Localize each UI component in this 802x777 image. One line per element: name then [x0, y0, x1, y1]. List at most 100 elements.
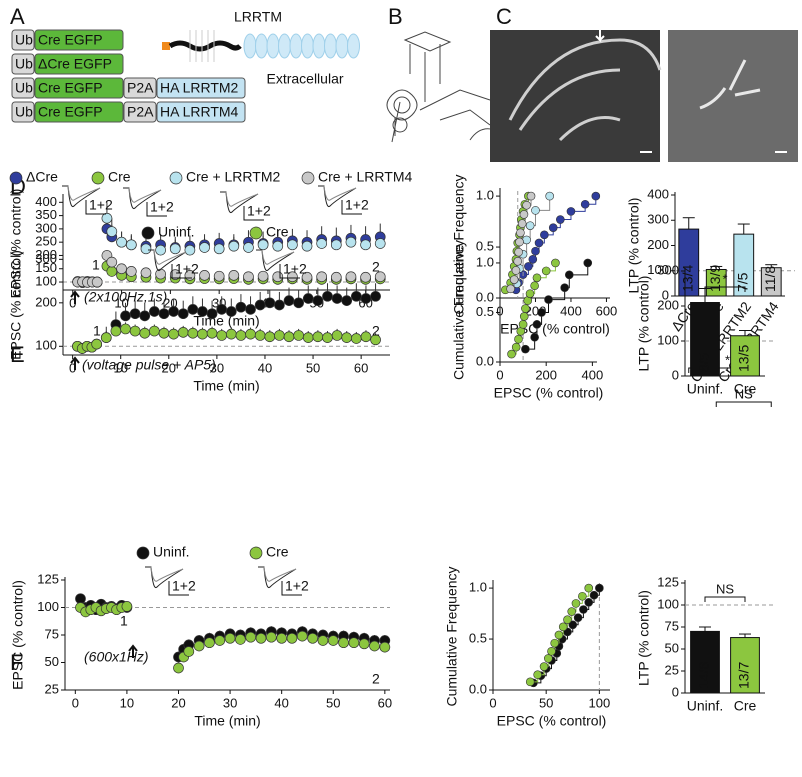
- data-point: [187, 327, 199, 339]
- data-point: [199, 270, 210, 281]
- y-tick-label: 125: [37, 571, 59, 586]
- y-tick-label: 100: [657, 332, 679, 347]
- y-tick-label: 100: [35, 273, 57, 288]
- lrr-repeat: [335, 33, 349, 59]
- data-point: [330, 239, 342, 251]
- lrr-repeat: [324, 33, 337, 59]
- data-point: [283, 295, 295, 307]
- y-tick-label: 200: [35, 247, 57, 262]
- stimulus-arrow: [70, 290, 80, 304]
- annotation: (2x100Hz,1s): [84, 289, 167, 305]
- data-point: [287, 271, 298, 283]
- panel-label: F: [10, 650, 23, 675]
- significance-label: NS: [716, 581, 734, 596]
- data-point: [358, 638, 370, 650]
- data-point: [106, 226, 118, 237]
- scale-bar: [146, 202, 167, 217]
- data-point: [532, 320, 542, 329]
- scale-bar: [171, 264, 192, 279]
- x-tick-label: 50: [326, 695, 340, 710]
- x-tick-label: 50: [539, 695, 553, 710]
- bar: [733, 233, 755, 297]
- annotation: 1: [92, 257, 100, 273]
- arrow-marker: [595, 30, 605, 43]
- data-point: [272, 240, 284, 252]
- construct-label: Cre EGFP: [38, 32, 103, 48]
- lrr-repeat: [278, 33, 291, 59]
- data-point: [360, 271, 371, 283]
- x-tick-label: Cre: [734, 381, 757, 397]
- construct-label: P2A: [127, 80, 154, 96]
- trace-label: 1+2: [175, 261, 199, 277]
- slice-structure: [508, 38, 662, 142]
- legend-marker: [249, 226, 263, 240]
- data-point: [531, 206, 540, 215]
- y-tick-label: 100: [657, 596, 679, 611]
- data-point: [283, 331, 295, 343]
- data-point: [140, 243, 152, 255]
- data-point: [110, 325, 122, 337]
- lrrtm-label: LRRTM: [234, 9, 282, 25]
- significance-bracket: [715, 401, 772, 407]
- significance-label: NS: [735, 386, 753, 401]
- data-point: [193, 640, 205, 652]
- data-point: [345, 236, 357, 248]
- data-point: [360, 331, 372, 343]
- epsc-trace: [261, 249, 295, 265]
- slice-image: [490, 30, 660, 162]
- construct-part: [123, 77, 157, 99]
- significance-label: *: [722, 271, 727, 286]
- data-point: [556, 215, 565, 224]
- data-point: [187, 303, 199, 315]
- y-tick-label: 50: [665, 640, 679, 655]
- n-label: 13/5: [736, 345, 752, 372]
- x-tick-label: Uninf.: [687, 698, 724, 714]
- n-label: 13/9: [707, 265, 723, 292]
- annotation: 2: [372, 323, 380, 339]
- y-tick-label: 0.5: [469, 630, 487, 645]
- data-point: [544, 654, 553, 663]
- scale-bar: [168, 581, 189, 596]
- y-axis-label: EPSC (% control): [8, 189, 24, 299]
- data-point: [370, 290, 381, 302]
- data-point: [511, 342, 521, 352]
- legend-label: Cre + LRRTM4: [318, 169, 412, 185]
- annotation: 1: [93, 323, 101, 339]
- data-point: [370, 334, 381, 346]
- data-point: [322, 290, 333, 302]
- data-point: [571, 599, 581, 608]
- data-point: [225, 306, 237, 317]
- data-point: [506, 284, 515, 294]
- data-point: [317, 635, 329, 646]
- cell-image: [668, 30, 798, 162]
- x-tick-label: Cre: [734, 698, 757, 714]
- data-point: [168, 328, 179, 340]
- epsc-trace: [225, 191, 259, 207]
- x-tick-label: 0: [489, 695, 496, 710]
- data-point: [345, 271, 357, 283]
- data-point: [525, 289, 535, 298]
- data-point: [350, 333, 362, 344]
- legend-label: Cre + LRRTM2: [186, 169, 280, 185]
- y-axis-label: EPSC (% control): [8, 250, 24, 360]
- y-tick-label: 300: [647, 212, 669, 227]
- data-point: [374, 271, 386, 283]
- data-point: [265, 631, 277, 643]
- data-point: [518, 320, 528, 329]
- x-tick-label: 30: [210, 360, 224, 375]
- construct-part: [156, 101, 246, 123]
- y-axis-label: LTP (% control): [636, 276, 652, 372]
- legend-marker: [249, 546, 263, 560]
- data-point: [293, 297, 304, 309]
- bar: [730, 335, 760, 377]
- data-point: [515, 237, 524, 247]
- x-axis-label: Time (min): [193, 378, 259, 394]
- data-point: [307, 632, 318, 644]
- data-point: [537, 308, 546, 317]
- x-tick-label: 20: [171, 695, 185, 710]
- annotation: (voltage pulse + AP5): [82, 357, 216, 373]
- data-point: [584, 598, 594, 607]
- annotation: 2: [372, 671, 380, 687]
- lrr-repeat: [301, 33, 314, 59]
- data-point: [155, 244, 166, 256]
